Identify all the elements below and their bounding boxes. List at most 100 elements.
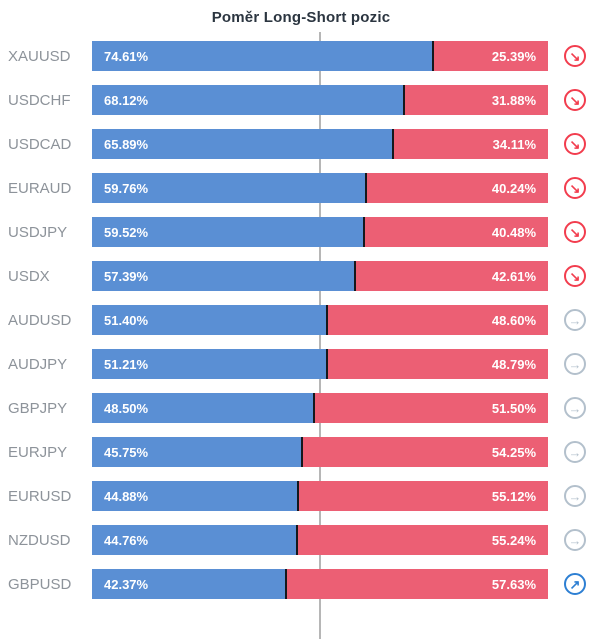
long-percent-value: 44.76% xyxy=(104,532,149,548)
long-percent-value: 51.21% xyxy=(104,356,149,372)
long-percent-value: 42.37% xyxy=(104,576,149,592)
long-segment: 74.61% xyxy=(92,41,433,71)
instrument-row: XAUUSD 74.61% 25.39% ↘ xyxy=(0,41,602,71)
long-segment: 59.76% xyxy=(92,173,365,203)
short-segment: 55.24% xyxy=(296,525,548,555)
ratio-bar: 44.76% 55.24% xyxy=(92,525,548,555)
ratio-bar: 45.75% 54.25% xyxy=(92,437,548,467)
short-segment: 31.88% xyxy=(402,85,548,115)
long-segment: 65.89% xyxy=(92,129,393,159)
instrument-row: USDX 57.39% 42.61% ↘ xyxy=(0,261,602,291)
ratio-bar: 42.37% 57.63% xyxy=(92,569,548,599)
short-percent-value: 25.39% xyxy=(491,48,536,64)
long-percent-value: 45.75% xyxy=(104,444,149,460)
long-percent-value: 59.76% xyxy=(104,180,149,196)
pair-label: AUDJPY xyxy=(8,355,68,373)
signal-column: ↘ xyxy=(548,265,602,287)
pair-label: GBPJPY xyxy=(8,399,68,417)
short-percent-value: 51.50% xyxy=(491,400,536,416)
signal-column: → xyxy=(548,441,602,463)
signal-neutral-icon: → xyxy=(564,441,586,463)
chart-title: Poměr Long-Short pozic xyxy=(211,9,391,26)
instrument-row: USDJPY 59.52% 40.48% ↘ xyxy=(0,217,602,247)
signal-column: → xyxy=(548,397,602,419)
signal-column: → xyxy=(548,309,602,331)
long-segment: 48.50% xyxy=(92,393,314,423)
instrument-row: USDCAD 65.89% 34.11% ↘ xyxy=(0,129,602,159)
instrument-row: GBPUSD 42.37% 57.63% ↗ xyxy=(0,569,602,599)
short-segment: 48.60% xyxy=(326,305,548,335)
ratio-bar: 44.88% 55.12% xyxy=(92,481,548,511)
signal-column: ↘ xyxy=(548,133,602,155)
short-segment: 55.12% xyxy=(296,481,548,511)
long-percent-value: 65.89% xyxy=(104,136,149,152)
signal-column: → xyxy=(548,353,602,375)
short-segment: 25.39% xyxy=(432,41,548,71)
signal-column: ↘ xyxy=(548,177,602,199)
signal-sell-icon: ↘ xyxy=(564,265,586,287)
fifty-percent-center-line xyxy=(319,32,321,639)
short-percent-value: 55.12% xyxy=(491,488,536,504)
short-segment: 51.50% xyxy=(313,393,548,423)
instrument-row: AUDUSD 51.40% 48.60% → xyxy=(0,305,602,335)
short-segment: 42.61% xyxy=(353,261,548,291)
instrument-row: EURUSD 44.88% 55.12% → xyxy=(0,481,602,511)
ratio-bar: 51.21% 48.79% xyxy=(92,349,548,379)
short-percent-value: 34.11% xyxy=(492,136,536,152)
signal-column: → xyxy=(548,485,602,507)
signal-column: ↘ xyxy=(548,89,602,111)
instrument-row: EURJPY 45.75% 54.25% → xyxy=(0,437,602,467)
short-segment: 34.11% xyxy=(392,129,548,159)
short-percent-value: 40.24% xyxy=(491,180,536,196)
signal-column: ↘ xyxy=(548,45,602,67)
long-percent-value: 44.88% xyxy=(104,488,149,504)
pair-label: USDJPY xyxy=(8,223,68,241)
instrument-row: EURAUD 59.76% 40.24% ↘ xyxy=(0,173,602,203)
signal-neutral-icon: → xyxy=(564,353,586,375)
ratio-bar: 68.12% 31.88% xyxy=(92,85,548,115)
long-segment: 42.37% xyxy=(92,569,286,599)
pair-label: EURAUD xyxy=(8,179,72,197)
short-percent-value: 57.63% xyxy=(491,576,536,592)
signal-sell-icon: ↘ xyxy=(564,133,586,155)
ratio-bar: 59.52% 40.48% xyxy=(92,217,548,247)
signal-sell-icon: ↘ xyxy=(564,177,586,199)
pair-label: USDCAD xyxy=(8,135,72,153)
short-segment: 40.24% xyxy=(364,173,548,203)
short-segment: 48.79% xyxy=(325,349,548,379)
short-percent-value: 48.79% xyxy=(491,356,536,372)
long-segment: 51.21% xyxy=(92,349,326,379)
ratio-bar: 57.39% 42.61% xyxy=(92,261,548,291)
signal-neutral-icon: → xyxy=(564,309,586,331)
long-percent-value: 74.61% xyxy=(104,48,149,64)
signal-column: → xyxy=(548,529,602,551)
signal-neutral-icon: → xyxy=(564,529,586,551)
ratio-bar: 65.89% 34.11% xyxy=(92,129,548,159)
long-percent-value: 68.12% xyxy=(104,92,149,108)
ratio-bar: 51.40% 48.60% xyxy=(92,305,548,335)
pair-label: NZDUSD xyxy=(8,531,71,549)
ratio-bar: 48.50% 51.50% xyxy=(92,393,548,423)
signal-column: ↗ xyxy=(548,573,602,595)
long-percent-value: 57.39% xyxy=(104,268,149,284)
short-percent-value: 55.24% xyxy=(491,532,536,548)
pair-label: USDX xyxy=(8,267,50,285)
short-segment: 54.25% xyxy=(300,437,548,467)
pair-label: XAUUSD xyxy=(8,47,71,65)
pair-label: USDCHF xyxy=(8,91,71,109)
instrument-row: GBPJPY 48.50% 51.50% → xyxy=(0,393,602,423)
short-percent-value: 48.60% xyxy=(491,312,536,328)
pair-label: GBPUSD xyxy=(8,575,72,593)
short-segment: 57.63% xyxy=(285,569,548,599)
pair-label: AUDUSD xyxy=(8,311,72,329)
short-percent-value: 40.48% xyxy=(491,224,536,240)
ratio-bar: 74.61% 25.39% xyxy=(92,41,548,71)
signal-sell-icon: ↘ xyxy=(564,45,586,67)
short-percent-value: 54.25% xyxy=(491,444,536,460)
signal-sell-icon: ↘ xyxy=(564,89,586,111)
long-segment: 51.40% xyxy=(92,305,327,335)
short-percent-value: 31.88% xyxy=(491,92,536,108)
pair-label: EURUSD xyxy=(8,487,72,505)
long-percent-value: 59.52% xyxy=(104,224,149,240)
